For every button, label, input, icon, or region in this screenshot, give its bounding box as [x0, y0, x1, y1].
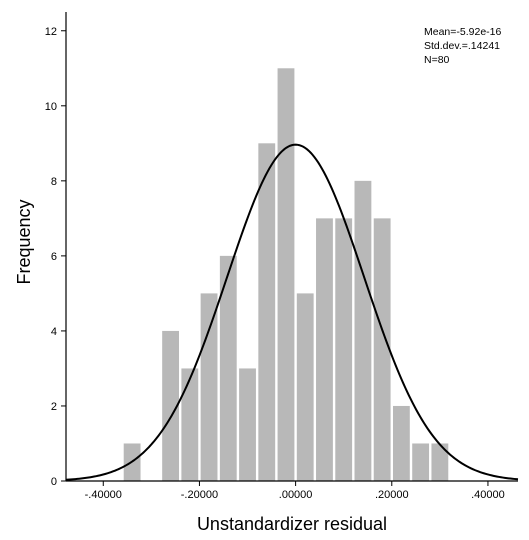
- stats-line: Mean=-5.92e-16: [424, 26, 502, 38]
- y-tick-label: 6: [51, 251, 57, 263]
- y-axis-ticks: 0 2 4 6 8 10 12: [45, 26, 66, 488]
- histogram-bar: [219, 255, 237, 481]
- y-tick-label: 12: [45, 26, 57, 38]
- histogram-bar: [296, 293, 314, 481]
- histogram-bar: [373, 218, 391, 482]
- histogram-bar: [277, 68, 295, 481]
- y-axis-title: Frequency: [14, 199, 34, 284]
- histogram-bar: [181, 368, 199, 481]
- x-tick-label: .40000: [471, 489, 505, 501]
- histogram-bar: [239, 368, 256, 481]
- histogram-bar: [354, 180, 372, 481]
- x-tick-label: .00000: [279, 489, 313, 501]
- stats-box: Mean=-5.92e-16 Std.dev.=.14241 N=80: [424, 26, 502, 66]
- histogram-bar: [162, 330, 180, 481]
- normal-curve: [65, 143, 519, 481]
- stats-line: Std.dev.=.14241: [424, 40, 500, 52]
- x-tick-label: -.40000: [85, 489, 122, 501]
- x-axis-title: Unstandardizer residual: [197, 514, 387, 534]
- histogram-bars: [123, 68, 449, 482]
- x-tick-label: -.20000: [181, 489, 218, 501]
- y-tick-label: 2: [51, 401, 57, 413]
- histogram-bar: [392, 405, 410, 481]
- y-tick-label: 8: [51, 176, 57, 188]
- histogram-bar: [316, 218, 333, 482]
- x-tick-label: .20000: [375, 489, 409, 501]
- x-axis-ticks: -.40000 -.20000 .00000 .20000 .40000: [85, 481, 505, 501]
- histogram-bar: [335, 218, 353, 482]
- histogram-bar: [431, 443, 449, 481]
- y-tick-label: 4: [51, 326, 57, 338]
- y-tick-label: 0: [51, 476, 57, 488]
- stats-line: N=80: [424, 54, 450, 66]
- histogram-bar: [412, 443, 430, 481]
- histogram-bar: [200, 293, 218, 481]
- histogram-bar: [258, 143, 276, 481]
- y-tick-label: 10: [45, 101, 57, 113]
